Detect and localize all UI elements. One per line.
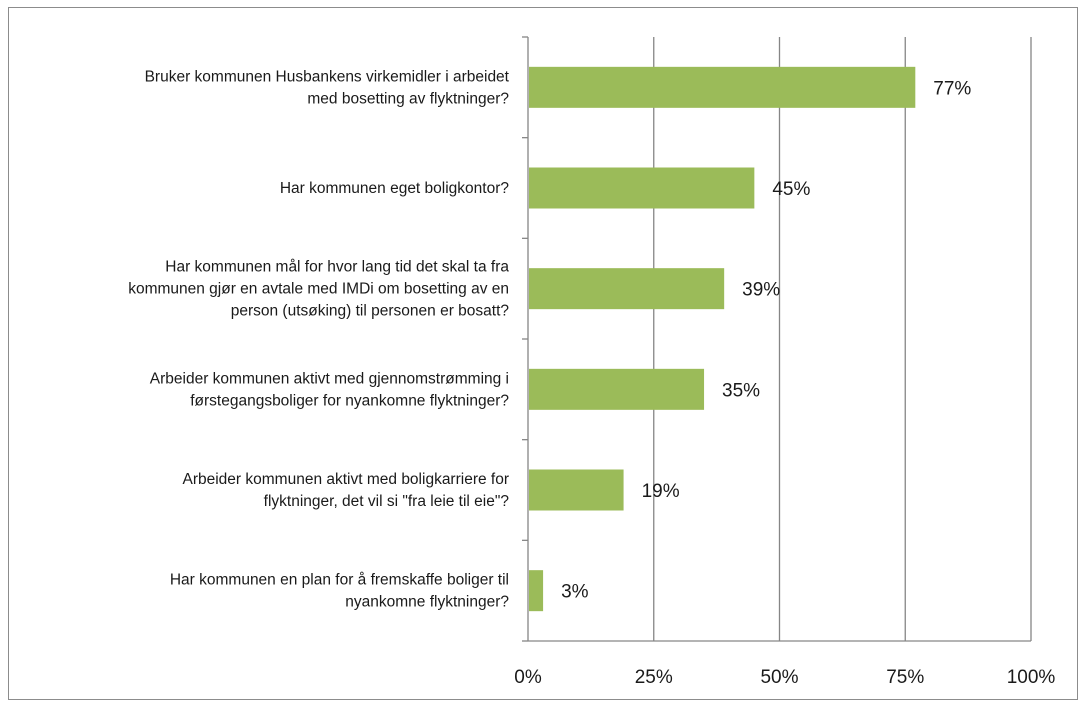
data-label: 45% <box>772 179 810 200</box>
bar <box>529 268 725 310</box>
bar <box>529 167 755 209</box>
bar <box>529 469 624 511</box>
category-label: Arbeider kommunen aktivt med boligkarrie… <box>183 471 510 488</box>
category-label: Har kommunen en plan for å fremskaffe bo… <box>170 572 509 589</box>
category-label: Har kommunen eget boligkontor? <box>280 180 510 197</box>
x-tick-label: 50% <box>760 667 798 688</box>
data-label: 3% <box>561 582 589 603</box>
bar <box>529 66 916 108</box>
x-tick-label: 25% <box>635 667 673 688</box>
category-label: med bosetting av flyktninger? <box>307 90 509 107</box>
x-tick-label: 0% <box>514 667 542 688</box>
bar <box>529 368 705 410</box>
category-label: person (utsøking) til personen er bosatt… <box>231 303 510 320</box>
x-tick-label: 75% <box>886 667 924 688</box>
category-label: flyktninger, det vil si "fra leie til ei… <box>264 493 510 510</box>
category-label: nyankomne flyktninger? <box>345 594 509 611</box>
data-label: 35% <box>722 380 760 401</box>
category-label: Har kommunen mål for hvor lang tid det s… <box>165 259 509 276</box>
category-label: førstegangsboliger for nyankomne flyktni… <box>190 392 509 409</box>
category-label: kommunen gjør en avtale med IMDi om bose… <box>128 281 509 298</box>
category-label: Arbeider kommunen aktivt med gjennomstrø… <box>150 370 509 387</box>
data-label: 39% <box>742 280 780 301</box>
x-tick-label: 100% <box>1007 667 1056 688</box>
data-label: 77% <box>933 78 971 99</box>
category-label: Bruker kommunen Husbankens virkemidler i… <box>145 68 510 85</box>
bar <box>529 570 544 612</box>
data-label: 19% <box>642 481 680 502</box>
